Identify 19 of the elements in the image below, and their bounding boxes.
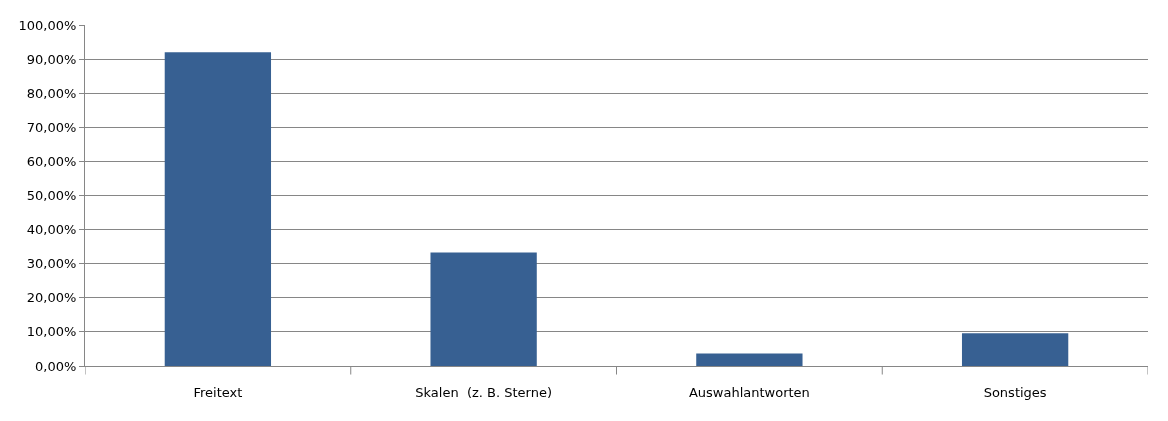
bar — [164, 52, 272, 366]
y-tick-label: 20,00% — [26, 290, 77, 306]
y-tick-label: 100,00% — [18, 17, 77, 33]
x-tick-label: Auswahlantworten — [688, 384, 810, 400]
y-tick-label: 0,00% — [35, 358, 77, 374]
x-tick-label: Freitext — [193, 384, 243, 400]
y-tick-label: 80,00% — [26, 85, 77, 101]
x-tick-label: Sonstiges — [983, 384, 1047, 400]
y-tick-label: 40,00% — [26, 222, 77, 238]
x-tick-label: Skalen (z. B. Sterne) — [415, 384, 553, 400]
bar — [696, 353, 803, 366]
y-tick-label: 50,00% — [26, 188, 77, 204]
y-tick-label: 70,00% — [26, 119, 77, 135]
y-tick-label: 30,00% — [26, 256, 77, 272]
bar — [430, 252, 537, 366]
y-tick-label: 60,00% — [26, 153, 77, 169]
bar — [961, 333, 1069, 366]
y-tick-label: 10,00% — [26, 324, 77, 340]
y-tick-label: 90,00% — [26, 51, 77, 67]
